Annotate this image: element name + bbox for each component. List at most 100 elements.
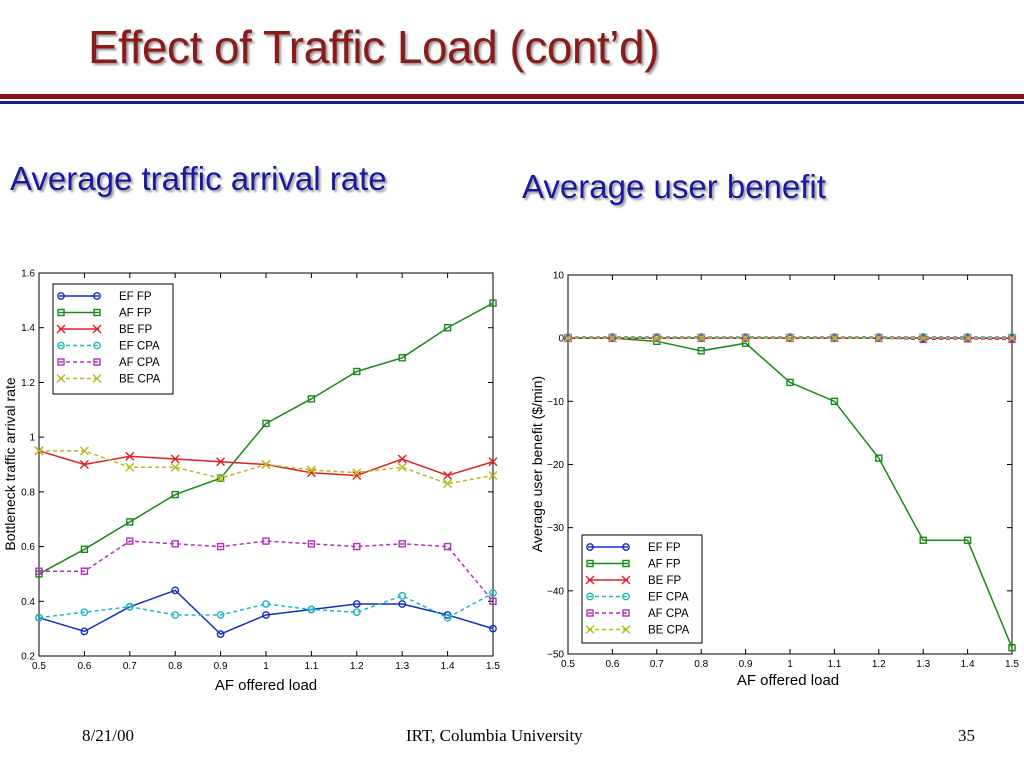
data-point [216,473,226,483]
data-point [875,334,883,342]
x-tick-label: 0.6 [605,659,619,670]
footer-org: IRT, Columbia University [406,726,583,745]
data-point [489,589,497,597]
data-point [307,540,316,548]
legend-marker [93,358,101,366]
y-tick-label: −10 [547,397,564,408]
data-point [79,460,89,469]
data-point [741,333,751,343]
data-point [262,419,270,428]
slide-title: Effect of Traffic Load (cont’d) [88,21,659,73]
series-line [39,540,494,602]
data-point [1008,335,1016,344]
chart-legend: EF FP AF FP BE FP EF CPA AF CPA BE CPA [581,534,703,644]
data-point [652,333,662,343]
legend-label: BE CPA [648,625,690,637]
legend-box [581,534,703,644]
data-point [443,542,452,551]
legend-marker [56,374,66,383]
legend-label: BE CPA [119,374,161,386]
legend-marker [586,559,594,568]
x-tick-label: 1.3 [916,659,930,670]
legend-label: AF CPA [648,608,689,620]
data-point [352,468,362,478]
data-point [830,397,839,406]
data-point [352,470,362,480]
series-be-cpa [563,333,1017,343]
y-axis-label: Average user benefit ($/min) [529,376,545,552]
data-point [35,567,43,575]
legend-marker [93,341,101,350]
y-tick-label: −40 [547,586,564,597]
legend-label: EF FP [648,542,681,554]
data-point [80,567,89,575]
data-point [741,334,750,342]
y-tick-label: 1.4 [21,323,35,334]
footer-page-number: 35 [958,726,975,745]
legend-label: BE FP [119,324,153,336]
data-point [607,333,617,343]
data-point [125,602,134,611]
data-point [216,611,225,619]
data-point [1008,643,1016,652]
data-point [443,324,452,332]
legend-marker [586,543,594,551]
data-point [126,518,134,526]
data-point [397,462,407,472]
legend-marker [621,575,631,585]
data-point [443,613,452,622]
footer-date: 8/21/00 [82,726,134,745]
data-point [262,537,270,545]
data-point [397,454,407,464]
x-tick-label: 1.5 [1005,659,1019,670]
data-point [126,537,134,545]
data-point [488,457,498,467]
y-tick-label: 0 [558,334,564,345]
data-point [170,454,180,464]
series-line [38,592,494,619]
chart-legend: EF FP AF FP BE FP EF CPA AF CPA BE CPA [52,283,174,395]
x-tick-label: 1.5 [486,661,500,672]
y-tick-label: −30 [547,523,564,534]
data-point [443,470,453,480]
data-point [918,333,928,343]
data-point [398,354,406,362]
data-point [171,490,179,499]
data-point [216,457,226,467]
legend-marker [622,559,630,568]
x-tick-label: 1.3 [395,661,409,672]
legend-marker [585,625,595,634]
data-point [398,591,407,600]
data-point [875,454,883,462]
x-tick-label: 1.4 [441,661,455,672]
data-point [262,600,270,608]
title-rule-red [0,94,1024,99]
x-tick-label: 1.1 [827,659,841,670]
legend-marker [586,592,594,601]
data-point [352,600,361,608]
legend-marker [56,324,66,334]
title-rule-blue [0,101,1024,104]
data-point [262,611,270,619]
y-tick-label: 1 [29,433,35,444]
data-point [786,378,794,387]
data-point [125,451,135,461]
legend-label: EF FP [119,291,152,303]
legend-marker [622,609,630,617]
user-benefit-chart: 0.5 0.6 0.7 0.8 0.9 1 1.1 1.2 1.3 1.4 1.5 −50 −40 −30… [529,271,1019,690]
y-tick-label: 0.8 [21,487,35,498]
y-tick-label: 0.4 [21,597,35,608]
data-point [829,333,839,343]
x-tick-label: 1 [263,661,269,672]
series-line [568,337,1013,648]
data-point [608,334,617,342]
y-tick-label: 1.6 [21,269,35,280]
data-point [443,479,453,489]
subtitle-arrival-rate: Average traffic arrival rate [10,160,387,197]
legend-marker [621,625,631,634]
legend-marker [93,292,101,300]
x-tick-label: 0.9 [739,659,753,670]
data-point [80,608,89,617]
y-tick-label: 0.2 [21,652,35,663]
series-line [38,589,494,635]
